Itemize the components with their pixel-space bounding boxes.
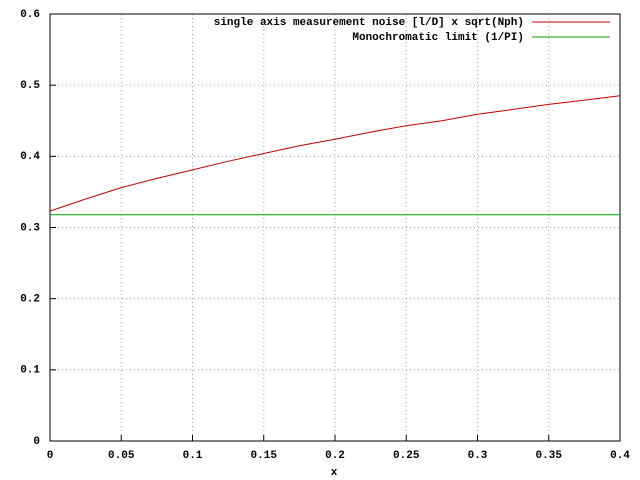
y-tick-label: 0.5 <box>20 80 40 92</box>
y-tick-label: 0 <box>33 436 40 448</box>
x-tick-label: 0.15 <box>251 450 278 462</box>
x-tick-label: 0.3 <box>468 450 488 462</box>
legend-label: single axis measurement noise [l/D] x sq… <box>214 17 524 29</box>
x-tick-label: 0.4 <box>610 450 630 462</box>
plot-border <box>49 13 621 442</box>
x-tick-label: 0.35 <box>536 450 563 462</box>
x-tick-label: 0.2 <box>325 450 345 462</box>
y-tick-label: 0.1 <box>20 365 40 377</box>
legend-label: Monochromatic limit (1/PI) <box>352 32 524 44</box>
y-tick-label: 0.6 <box>20 9 40 21</box>
x-tick-label: 0.25 <box>393 450 420 462</box>
x-axis-label: x <box>331 467 338 479</box>
x-tick-label: 0.1 <box>183 450 203 462</box>
x-tick-label: 0 <box>47 450 54 462</box>
x-tick-label: 0.05 <box>108 450 135 462</box>
y-tick-label: 0.2 <box>20 294 40 306</box>
y-tick-label: 0.4 <box>20 151 40 163</box>
data-line <box>49 95 621 212</box>
y-tick-label: 0.3 <box>20 222 40 234</box>
